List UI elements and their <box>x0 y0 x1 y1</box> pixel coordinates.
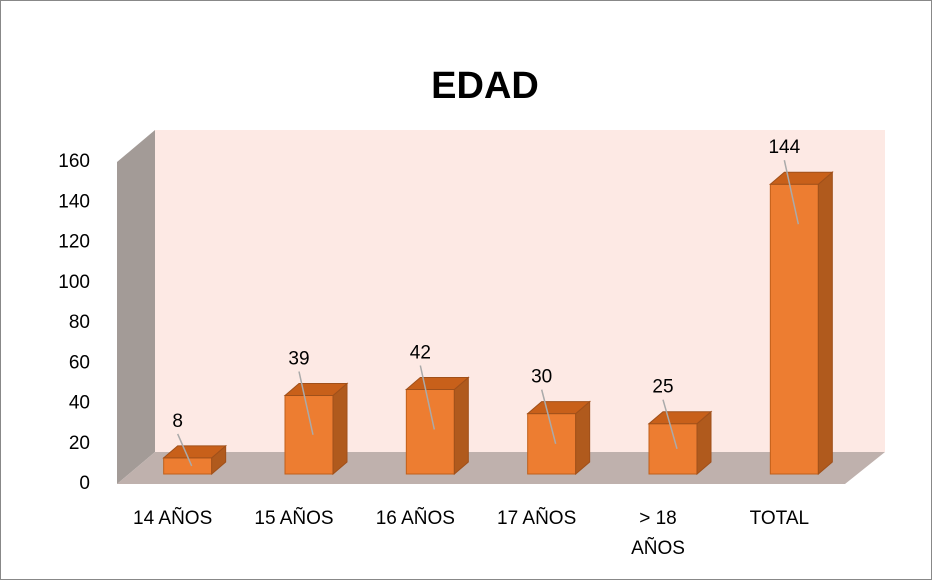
bar-top <box>526 401 592 415</box>
y-tick-label: 160 <box>58 151 90 172</box>
data-label: 144 <box>768 137 800 158</box>
x-tick-label: > 18 AÑOS <box>631 508 685 559</box>
y-tick-label: 0 <box>79 473 90 494</box>
bar-front <box>769 183 819 475</box>
leader-line <box>419 365 436 430</box>
bar-side <box>817 171 833 476</box>
bar-front <box>648 423 698 475</box>
back-wall <box>155 130 885 452</box>
bar <box>404 376 470 476</box>
data-label: 42 <box>410 342 431 363</box>
x-tick-label: 17 AÑOS <box>497 507 576 529</box>
bar-front <box>405 388 455 475</box>
bar-front <box>527 413 577 475</box>
leader-line <box>662 399 678 450</box>
x-tick-label: 15 AÑOS <box>254 507 333 529</box>
bar-top <box>647 411 713 425</box>
data-label: 30 <box>531 367 552 388</box>
bar-top <box>404 376 470 390</box>
bar-top <box>283 383 349 397</box>
floor <box>117 452 885 484</box>
side-wall <box>117 130 155 484</box>
y-tick-label: 60 <box>69 352 90 373</box>
y-tick-label: 40 <box>69 393 90 414</box>
data-label: 8 <box>172 411 183 432</box>
x-tick-label: TOTAL <box>750 508 809 529</box>
bar <box>526 400 592 476</box>
chart-title: EDAD <box>431 65 539 107</box>
bar-side <box>453 376 469 476</box>
bar-top <box>768 171 834 185</box>
y-tick-label: 80 <box>69 312 90 333</box>
x-tick-label: 14 AÑOS <box>133 507 212 529</box>
leader-line <box>540 389 557 445</box>
bar <box>283 382 349 476</box>
leader-line <box>783 160 800 225</box>
bar-front <box>163 457 213 475</box>
leader-line <box>298 371 314 435</box>
bar <box>768 171 834 476</box>
bar-side <box>332 382 348 476</box>
y-tick-label: 120 <box>58 232 90 253</box>
data-label: 39 <box>288 349 309 370</box>
y-tick-label: 20 <box>69 433 90 454</box>
data-label: 25 <box>652 377 673 398</box>
bar-front <box>284 395 334 475</box>
bar <box>647 410 713 476</box>
leader-line <box>176 433 193 467</box>
x-tick-label: 16 AÑOS <box>376 507 455 529</box>
y-tick-label: 140 <box>58 191 90 212</box>
y-tick-label: 100 <box>58 272 90 293</box>
bar <box>162 444 228 476</box>
bar-top <box>162 445 228 459</box>
